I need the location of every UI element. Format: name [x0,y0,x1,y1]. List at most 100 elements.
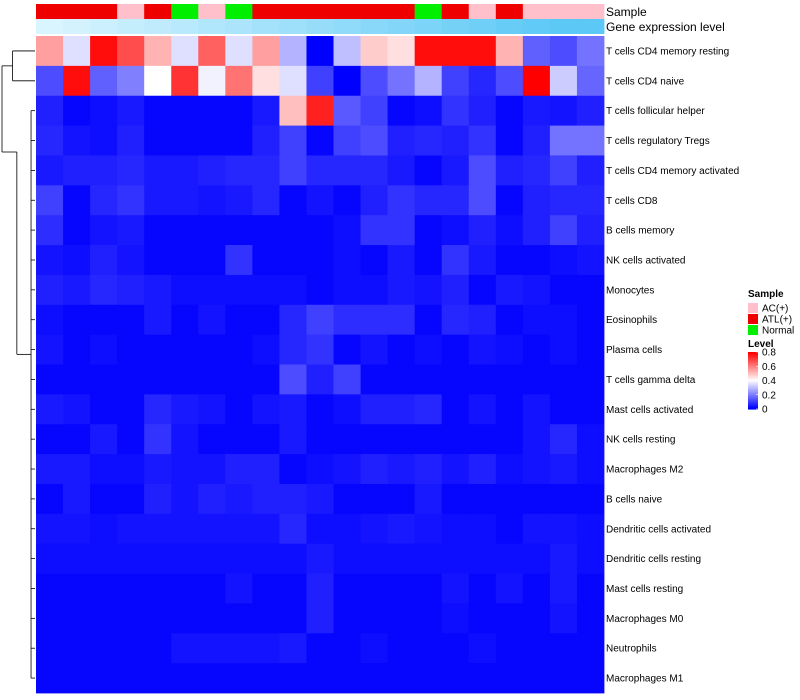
heatmap-cell [225,65,253,97]
heatmap-cell [306,543,334,574]
row-dendrogram [1,50,35,679]
heatmap-cell [144,424,172,455]
heatmap-cell [576,454,605,485]
heatmap-cell [441,364,470,395]
heatmap-cell [117,334,145,365]
heatmap-cell [36,95,64,126]
heatmap-cell [333,36,361,67]
heatmap-cell [549,543,578,574]
gene-expression-annotation-cell [306,19,334,34]
heatmap-cell [252,155,280,186]
heatmap-cell [171,573,199,604]
heatmap-cell [36,155,64,186]
gene-expression-annotation-cell [549,19,578,34]
heatmap-cell [522,663,551,694]
sample-annotation-cell [495,4,524,19]
level-legend-gradient-step [748,376,758,379]
heatmap-cell [468,364,497,395]
heatmap-cell [576,394,605,425]
heatmap-cell [225,245,253,276]
heatmap-cell [198,36,226,67]
heatmap-cell [63,334,91,365]
heatmap-cell [306,603,334,634]
heatmap-cell [117,543,145,574]
row-label: B cells memory [606,226,674,237]
level-legend-gradient-step [748,373,758,376]
heatmap-cell [144,513,172,545]
heatmap-cell [279,65,307,97]
heatmap-cell [36,454,64,485]
heatmap-cell [387,513,416,545]
heatmap-cell [549,424,578,455]
heatmap-cell [279,663,307,694]
heatmap-cell [468,633,497,664]
heatmap-cell [441,274,470,306]
heatmap-cell [495,573,524,604]
heatmap-cell [171,454,199,485]
heatmap-cell [576,65,605,97]
sample-annotation-cell [198,4,226,19]
heatmap-cell [360,155,389,186]
heatmap-cell [387,603,416,634]
heatmap-cell [549,633,578,664]
heatmap-cell [495,424,524,455]
level-legend-gradient-step [748,357,758,360]
heatmap-cell [279,424,307,455]
level-legend-gradient-step [748,399,758,402]
heatmap-cell [279,483,307,515]
heatmap-cell [117,245,145,276]
heatmap-cell [414,603,443,634]
row-labels: T cells CD4 memory resting T cells CD4 na… [606,46,739,684]
heatmap-cell [144,245,172,276]
heatmap-cell [441,483,470,515]
heatmap-cell [549,65,578,97]
heatmap-cell [576,513,605,545]
row-label: Macrophages M2 [606,465,684,476]
heatmap-cell [333,454,361,485]
heatmap-cell [333,633,361,664]
heatmap-cell [198,573,226,604]
level-legend-gradient-step [748,381,758,384]
heatmap-cell [117,394,145,425]
heatmap-cell [414,334,443,365]
sample-legend-label: ATL(+) [762,315,792,326]
heatmap-cell [576,364,605,395]
heatmap-cell [252,573,280,604]
heatmap-cell [495,95,524,126]
heatmap-cell [198,304,226,336]
heatmap-cell [576,125,605,156]
heatmap-cell [252,603,280,634]
heatmap-cell [36,364,64,395]
heatmap-cell [360,95,389,126]
heatmap-cell [468,304,497,336]
heatmap-cell [225,543,253,574]
heatmap-cell [279,125,307,156]
gene-expression-annotation-cell [198,19,226,34]
heatmap-cell [576,543,605,574]
heatmap-cell [387,543,416,574]
heatmap-cell [279,573,307,604]
sample-annotation-cell [144,4,172,19]
heatmap-cell [306,36,334,67]
heatmap-cell [90,454,118,485]
heatmap-cell [549,274,578,306]
gene-expression-annotation-cell [360,19,389,34]
heatmap-cell [171,215,199,246]
heatmap-cell [360,215,389,246]
heatmap-cell [522,454,551,485]
gene-expression-annotation-cell [468,19,497,34]
heatmap-cell [225,304,253,336]
heatmap-cell [279,245,307,276]
heatmap-cell [306,215,334,246]
heatmap-cell [576,424,605,455]
heatmap-cell [171,364,199,395]
heatmap-cell [279,513,307,545]
heatmap-cell [225,633,253,664]
heatmap-cell [387,304,416,336]
level-legend-gradient-step [748,379,758,382]
heatmap-cell [441,185,470,216]
heatmap-cell [198,513,226,545]
heatmap-cell [90,155,118,186]
heatmap-cell [63,364,91,395]
